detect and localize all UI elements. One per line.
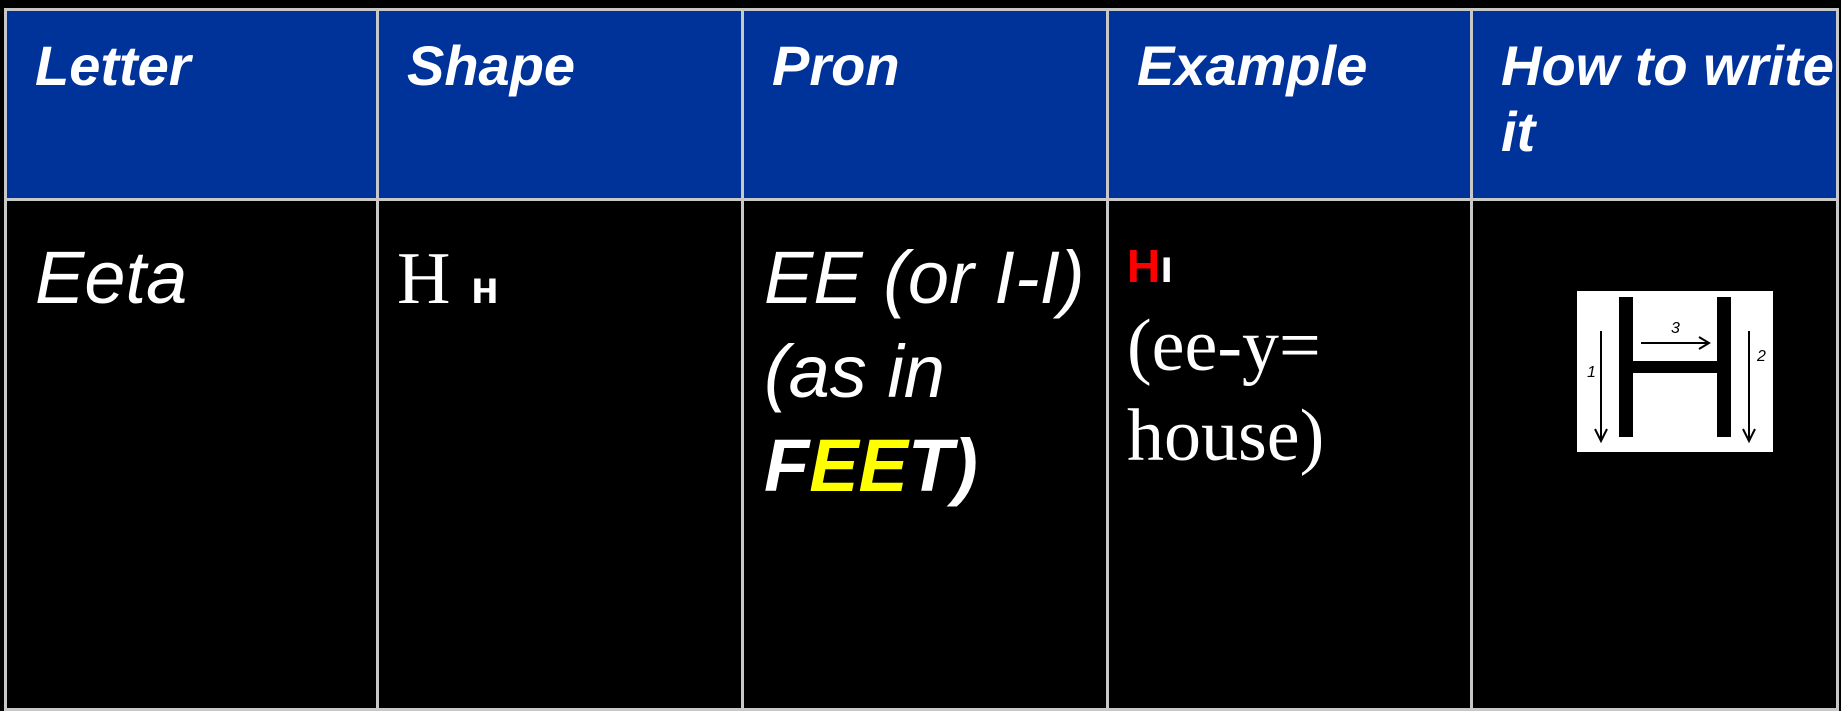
pron-part: T) bbox=[907, 424, 978, 507]
header-row: Letter Shape Pron Example How to write i… bbox=[4, 8, 1839, 201]
example-rest: ı bbox=[1160, 240, 1174, 292]
stroke-number: 2 bbox=[1756, 348, 1766, 365]
header-cell: Letter bbox=[4, 8, 379, 201]
alphabet-table: Letter Shape Pron Example How to write i… bbox=[4, 8, 1839, 711]
header-cell: How to write it bbox=[1470, 8, 1839, 201]
letter-cell: Eeta bbox=[4, 198, 379, 711]
header-cell: Example bbox=[1106, 8, 1473, 201]
example-letter: H bbox=[1127, 240, 1161, 292]
example-cell: Hı (ee-y= house) bbox=[1106, 198, 1473, 711]
letter-name: Eeta bbox=[35, 236, 188, 319]
shape-cell: H н bbox=[376, 198, 744, 711]
header-cell: Shape bbox=[376, 8, 744, 201]
pron-example: FEET) bbox=[764, 419, 1106, 513]
body-row: Eeta H н EE (or I-I) (as in FEET) Hı (ee… bbox=[4, 198, 1839, 711]
small-form: н bbox=[471, 261, 499, 313]
pron-part: F bbox=[764, 424, 810, 507]
example-gloss: (ee-y= house) bbox=[1127, 305, 1325, 477]
example-word: Hı bbox=[1127, 231, 1470, 301]
stroke-number: 3 bbox=[1671, 320, 1680, 337]
stroke-cell: 1 2 3 bbox=[1470, 198, 1839, 711]
pron-highlight: EE bbox=[809, 424, 908, 507]
header-cell: Pron bbox=[741, 8, 1109, 201]
pron-cell: EE (or I-I) (as in FEET) bbox=[741, 198, 1109, 711]
stroke-diagram: 1 2 3 bbox=[1577, 291, 1773, 452]
stroke-number: 1 bbox=[1587, 364, 1596, 381]
pron-text: EE (or I-I) bbox=[764, 236, 1085, 319]
pron-text: (as in bbox=[764, 330, 945, 413]
capital-form: H bbox=[397, 238, 451, 320]
